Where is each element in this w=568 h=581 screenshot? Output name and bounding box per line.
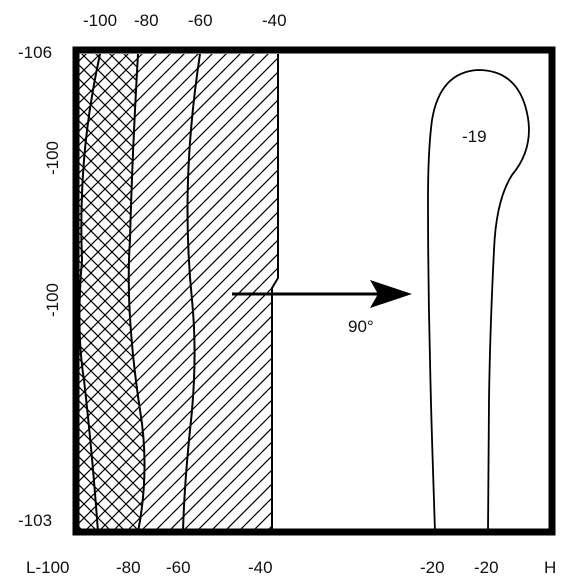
bottom-label-H: H [544, 558, 556, 577]
contour-label: -19 [462, 127, 487, 146]
left-label-upper-mid: -100 [43, 141, 62, 175]
single-hatch-region [128, 54, 278, 532]
top-label-minus-40: -40 [262, 11, 287, 30]
left-label-bottom: -103 [18, 511, 52, 530]
arrow-icon [370, 280, 412, 308]
contour-minus-19 [427, 69, 530, 533]
top-label-minus-80: -80 [134, 11, 159, 30]
bottom-label-L: L-100 [26, 558, 69, 577]
cross-hatch-region [76, 54, 145, 532]
bottom-label-minus-60: -60 [166, 558, 191, 577]
diagram-frame [72, 46, 556, 536]
boundary-minus-40 [271, 54, 279, 532]
boundary-minus-100 [78, 53, 101, 533]
top-label-minus-100: -100 [83, 11, 117, 30]
top-label-minus-60: -60 [188, 11, 213, 30]
bottom-label-minus-20-b: -20 [474, 558, 499, 577]
left-label-mid: -100 [43, 283, 62, 317]
boundary-minus-60 [182, 53, 201, 533]
arrow-angle-label: 90° [348, 317, 374, 336]
left-label-top: -106 [18, 43, 52, 62]
bottom-label-minus-40: -40 [248, 558, 273, 577]
bottom-label-minus-20-a: -20 [420, 558, 445, 577]
bottom-label-minus-80: -80 [116, 558, 141, 577]
boundary-minus-80 [127, 53, 146, 533]
